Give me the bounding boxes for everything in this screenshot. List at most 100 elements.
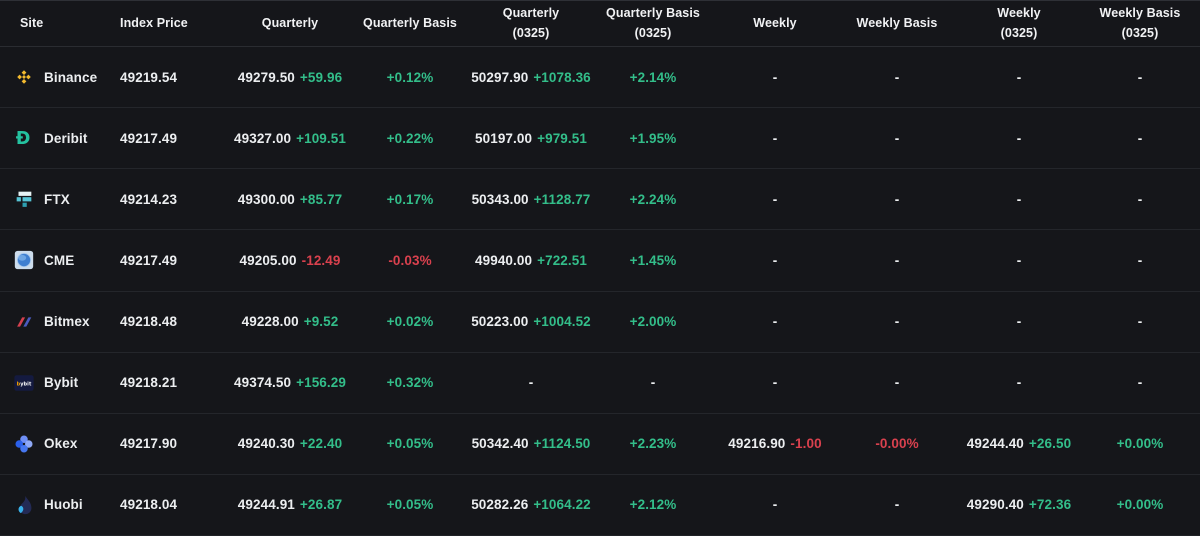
index_price-cell: 49218.48	[108, 314, 230, 329]
exchange-name: CME	[44, 252, 75, 268]
empty-value: -	[772, 69, 778, 85]
contract-price: 49327.00	[234, 130, 292, 146]
basis-percent: +0.02%	[386, 314, 434, 330]
quarterly-cell: 49300.00 +85.77	[230, 192, 350, 207]
quarterly_basis-cell: +0.05%	[350, 436, 470, 451]
price-delta: +156.29	[296, 375, 346, 391]
weekly_basis_0325-cell: -	[1080, 192, 1200, 207]
contract-price: 50282.26	[471, 497, 529, 513]
empty-value: -	[1016, 252, 1022, 268]
table-row: Ɖ Deribit 49217.49 49327.00 +109.51 +0.22% 501…	[0, 108, 1200, 170]
column-header-weekly: Weekly	[753, 15, 797, 30]
basis-percent: +2.00%	[629, 314, 677, 330]
svg-text:bybit: bybit	[17, 381, 32, 387]
contract-price: 50343.00	[471, 191, 529, 207]
exchange-name: Binance	[44, 69, 98, 85]
weekly_basis-cell: -	[836, 497, 958, 512]
table-row: CME 49217.49 49205.00 -12.49 -0.03% 49940.00 +…	[0, 230, 1200, 292]
empty-value: 49217.49	[120, 130, 178, 146]
contract-price: 49228.00	[241, 314, 299, 330]
price-delta: -1.00	[790, 436, 822, 452]
index_price-cell: 49217.90	[108, 436, 230, 451]
empty-value: 49218.21	[120, 375, 178, 391]
column-header-quarterly_basis: Quarterly Basis	[363, 15, 457, 30]
column-header-weekly_0325: Weekly (0325)	[997, 6, 1041, 40]
empty-value: -	[772, 375, 778, 391]
contract-price: 49205.00	[239, 252, 297, 268]
basis-percent: +2.12%	[629, 497, 677, 513]
site-cell: CME	[0, 249, 108, 271]
table-body: Binance 49219.54 49279.50 +59.96 +0.12% 50297…	[0, 47, 1200, 536]
empty-value: -	[1016, 69, 1022, 85]
site-cell: bybit Bybit	[0, 372, 108, 394]
quarterly-cell: 49279.50 +59.96	[230, 70, 350, 85]
basis-percent: +0.32%	[386, 375, 434, 391]
quarterly_basis-cell: +0.02%	[350, 314, 470, 329]
weekly_basis_0325-cell: -	[1080, 314, 1200, 329]
weekly_basis_0325-cell: -	[1080, 375, 1200, 390]
weekly_0325-cell: 49244.40 +26.50	[958, 436, 1080, 451]
basis-percent: +0.17%	[386, 191, 434, 207]
basis-percent: +2.14%	[629, 69, 677, 85]
bitmex-icon	[13, 311, 35, 333]
quarterly_basis_0325-cell: +1.95%	[592, 131, 714, 146]
quarterly-cell: 49244.91 +26.87	[230, 497, 350, 512]
empty-value: 49217.49	[120, 252, 178, 268]
weekly_basis-cell: -	[836, 131, 958, 146]
weekly_basis_0325-cell: +0.00%	[1080, 497, 1200, 512]
okex-icon	[13, 433, 35, 455]
price-delta: +1064.22	[533, 497, 591, 513]
basis-percent: +0.00%	[1116, 436, 1164, 452]
empty-value: -	[1016, 314, 1022, 330]
contract-price: 50197.00	[475, 130, 533, 146]
weekly_0325-cell: -	[958, 70, 1080, 85]
cme-icon	[13, 249, 35, 271]
site-cell: Ɖ Deribit	[0, 127, 108, 149]
empty-value: -	[772, 252, 778, 268]
weekly_basis-cell: -	[836, 375, 958, 390]
empty-value: 49219.54	[120, 69, 178, 85]
price-delta: +22.40	[299, 436, 343, 452]
quarterly_0325-cell: 50197.00 +979.51	[470, 131, 592, 146]
column-header-site: Site	[20, 15, 44, 30]
basis-percent: +1.95%	[629, 130, 677, 146]
index_price-cell: 49218.04	[108, 497, 230, 512]
site-cell: Huobi	[0, 494, 108, 516]
column-header-quarterly_0325: Quarterly (0325)	[502, 6, 560, 40]
table-row: bybit Bybit 49218.21 49374.50 +156.29 +0.32% -…	[0, 353, 1200, 414]
weekly-cell: -	[714, 192, 836, 207]
quarterly_basis_0325-cell: -	[592, 375, 714, 390]
empty-value: -	[894, 191, 900, 207]
empty-value: -	[528, 375, 534, 391]
quarterly_0325-cell: 50297.90 +1078.36	[470, 70, 592, 85]
quarterly_basis-cell: +0.32%	[350, 375, 470, 390]
quarterly_basis-cell: -0.03%	[350, 253, 470, 268]
empty-value: -	[894, 314, 900, 330]
index_price-cell: 49214.23	[108, 192, 230, 207]
basis-percent: +1.45%	[629, 252, 677, 268]
contract-price: 49244.40	[966, 436, 1024, 452]
contract-price: 49240.30	[237, 436, 295, 452]
index_price-cell: 49219.54	[108, 70, 230, 85]
contract-price: 49374.50	[234, 375, 292, 391]
weekly-cell: -	[714, 131, 836, 146]
huobi-icon	[13, 494, 35, 516]
empty-value: 49218.04	[120, 497, 178, 513]
column-header-index_price: Index Price	[120, 15, 188, 30]
exchange-name: Bybit	[44, 375, 79, 391]
table-row: FTX 49214.23 49300.00 +85.77 +0.17% 50343.00 +…	[0, 169, 1200, 231]
basis-percent: +0.05%	[386, 436, 434, 452]
exchange-name: FTX	[44, 191, 70, 207]
empty-value: -	[772, 497, 778, 513]
empty-value: -	[1137, 314, 1143, 330]
quarterly_basis_0325-cell: +2.00%	[592, 314, 714, 329]
price-delta: +59.96	[299, 69, 343, 85]
weekly_basis-cell: -	[836, 70, 958, 85]
quarterly_basis-cell: +0.17%	[350, 192, 470, 207]
weekly-cell: -	[714, 497, 836, 512]
empty-value: -	[894, 69, 900, 85]
empty-value: -	[894, 497, 900, 513]
contract-price: 50223.00	[471, 314, 529, 330]
quarterly_0325-cell: 50342.40 +1124.50	[470, 436, 592, 451]
